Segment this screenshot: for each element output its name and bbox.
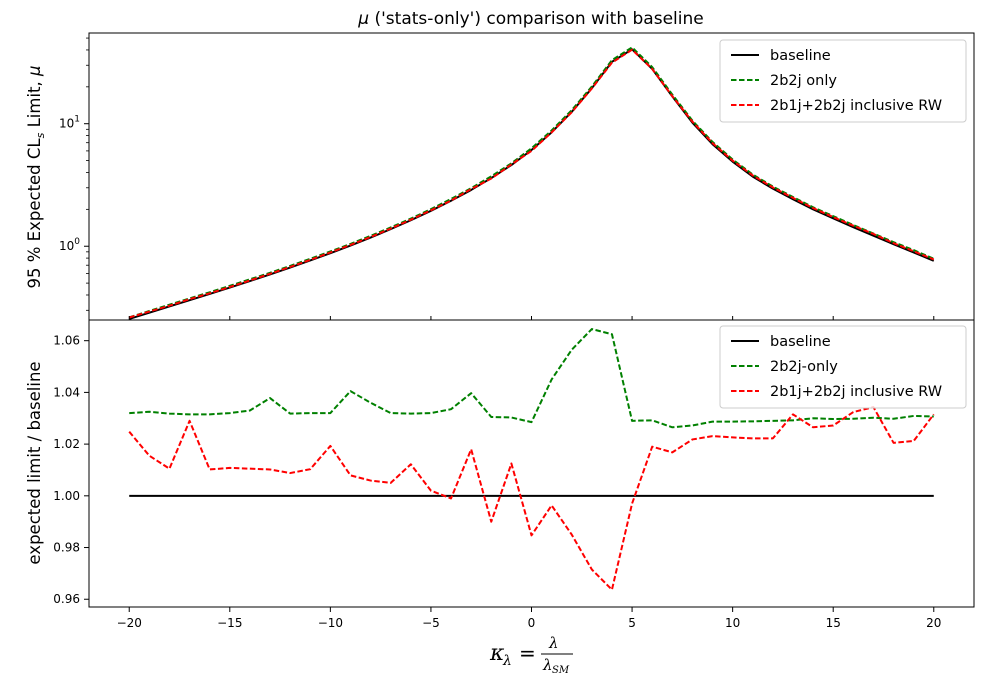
top-legend-label-baseline: baseline [770,48,831,64]
top-legend: baseline 2b2j only 2b1j+2b2j inclusive R… [719,39,967,123]
bottom-legend-label-2b2j: 2b2j-only [770,359,838,375]
bottom-y-axis-label: expected limit / baseline [25,361,44,564]
x-label-denominator: λ [542,656,553,674]
bottom-y-tick-label: 0.98 [53,541,80,555]
bottom-x-tick-label: 10 [725,616,740,630]
top-legend-label-inclusive: 2b1j+2b2j inclusive RW [770,98,942,114]
x-axis-label: κ λ = λ λ SM [489,634,573,676]
top-series-group [128,46,935,320]
bottom-panel: 0.96 0.98 1.00 1.02 1.04 1.06 −20 −15 −10 −5 0 5 10… [25,316,975,676]
bottom-x-tick-label: 5 [628,616,636,630]
bottom-x-tick-label: −20 [117,616,142,630]
top-panel: 100 101 95 % Expected CLs Limit, μ baseli… [25,32,975,321]
bottom-series-2b1j-2b2j-inclusive-rw [128,406,935,591]
bottom-y-tick-label: 1.06 [53,334,80,348]
top-legend-label-2b2j: 2b2j only [770,73,837,89]
bottom-y-tick-label: 1.02 [53,437,80,451]
bottom-x-tick-label: −5 [422,616,440,630]
bottom-x-tick-label: −15 [217,616,242,630]
x-label-denominator-sub: SM [552,665,570,676]
top-y-ticks: 100 101 [59,37,89,311]
top-y-tick-label: 100 [59,237,80,253]
top-series-2b1j-2b2j-inclusive-rw [128,48,935,319]
bottom-y-tick-label: 0.96 [53,592,80,606]
bottom-x-tick-label: −10 [318,616,343,630]
top-y-tick-label: 101 [59,115,80,131]
top-y-axis-label: 95 % Expected CLs Limit, μ [25,66,47,289]
bottom-legend: baseline 2b2j-only 2b1j+2b2j inclusive R… [719,325,967,409]
x-label-kappa-sub: λ [502,653,512,669]
x-label-equals: = [519,641,536,665]
bottom-x-tick-label: 0 [528,616,536,630]
bottom-legend-label-inclusive: 2b1j+2b2j inclusive RW [770,384,942,400]
chart-title: μ ('stats-only') comparison with baselin… [357,9,703,29]
bottom-series-group [128,328,935,591]
bottom-x-tick-label: 20 [926,616,941,630]
top-legend-box [719,39,967,123]
bottom-legend-box [719,325,967,409]
x-label-numerator: λ [548,634,559,652]
bottom-y-tick-label: 1.04 [53,385,80,399]
bottom-y-tick-label: 1.00 [53,489,80,503]
bottom-y-ticks: 0.96 0.98 1.00 1.02 1.04 1.06 [53,334,89,606]
bottom-legend-label-baseline: baseline [770,334,831,350]
x-label-kappa: κ [489,641,505,666]
bottom-x-ticks: −20 −15 −10 −5 0 5 10 15 20 [117,316,941,630]
bottom-x-tick-label: 15 [826,616,841,630]
